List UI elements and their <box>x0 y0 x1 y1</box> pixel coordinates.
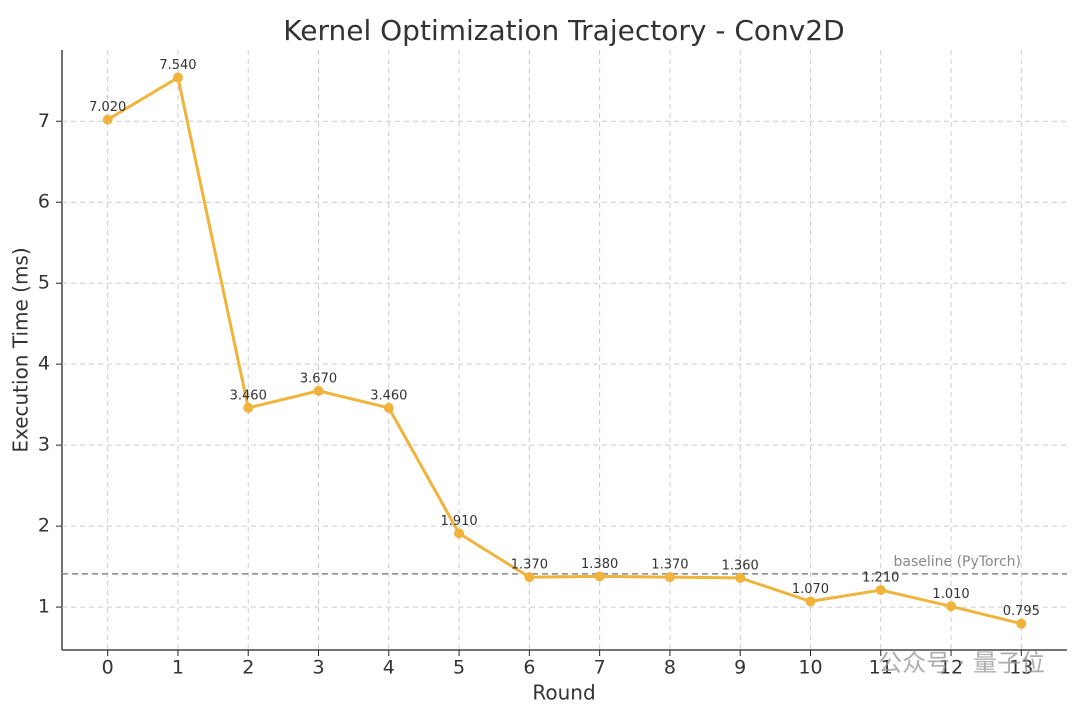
x-tick-label: 10 <box>798 657 822 679</box>
data-label: 1.210 <box>862 571 899 586</box>
data-label: 1.360 <box>722 558 759 573</box>
data-point <box>594 571 605 582</box>
y-axis-label: Execution Time (ms) <box>9 247 33 452</box>
x-tick-label: 5 <box>453 657 465 679</box>
x-tick-label: 12 <box>939 657 963 679</box>
data-label: 0.795 <box>1003 604 1040 619</box>
y-tick-label: 3 <box>38 434 50 456</box>
data-point <box>243 402 254 413</box>
y-tick-label: 2 <box>38 515 50 537</box>
data-label: 1.910 <box>440 514 477 529</box>
y-tick-label: 5 <box>38 272 50 294</box>
data-point <box>383 402 394 413</box>
data-label: 1.370 <box>511 558 548 573</box>
data-label: 1.380 <box>581 557 618 572</box>
data-label: 7.020 <box>89 100 126 115</box>
x-tick-label: 6 <box>523 657 535 679</box>
data-label: 1.010 <box>932 587 969 602</box>
y-tick-label: 6 <box>38 191 50 213</box>
data-point <box>735 572 746 583</box>
x-tick-label: 9 <box>734 657 746 679</box>
y-tick-label: 1 <box>38 596 50 618</box>
x-axis-label: Round <box>532 681 595 705</box>
data-label: 3.460 <box>370 388 407 403</box>
x-tick-label: 0 <box>102 657 114 679</box>
data-point <box>454 528 465 539</box>
data-point <box>805 596 816 607</box>
x-tick-label: 8 <box>664 657 676 679</box>
data-point <box>313 385 324 396</box>
x-tick-label: 13 <box>1009 657 1033 679</box>
data-point <box>524 572 535 583</box>
x-tick-label: 3 <box>312 657 324 679</box>
x-tick-label: 4 <box>383 657 395 679</box>
x-tick-label: 11 <box>869 657 893 679</box>
data-point <box>875 585 886 596</box>
y-tick-label: 7 <box>38 110 50 132</box>
baseline-label: baseline (PyTorch) <box>894 554 1022 570</box>
x-tick-label: 1 <box>172 657 184 679</box>
data-point <box>102 114 113 125</box>
y-tick-label: 4 <box>38 353 50 375</box>
data-point <box>664 572 675 583</box>
data-point <box>172 72 183 83</box>
data-label: 7.540 <box>159 58 196 73</box>
data-label: 1.070 <box>792 582 829 597</box>
data-label: 3.670 <box>300 371 337 386</box>
data-point <box>1016 618 1027 629</box>
x-tick-label: 2 <box>242 657 254 679</box>
data-label: 3.460 <box>230 388 267 403</box>
data-line <box>106 76 1022 626</box>
data-point <box>946 601 957 612</box>
data-label: 1.370 <box>651 558 688 573</box>
chart-title: Kernel Optimization Trajectory - Conv2D <box>283 14 844 47</box>
x-tick-label: 7 <box>594 657 606 679</box>
watermark: 公众号 · 量子位 <box>878 649 1045 677</box>
